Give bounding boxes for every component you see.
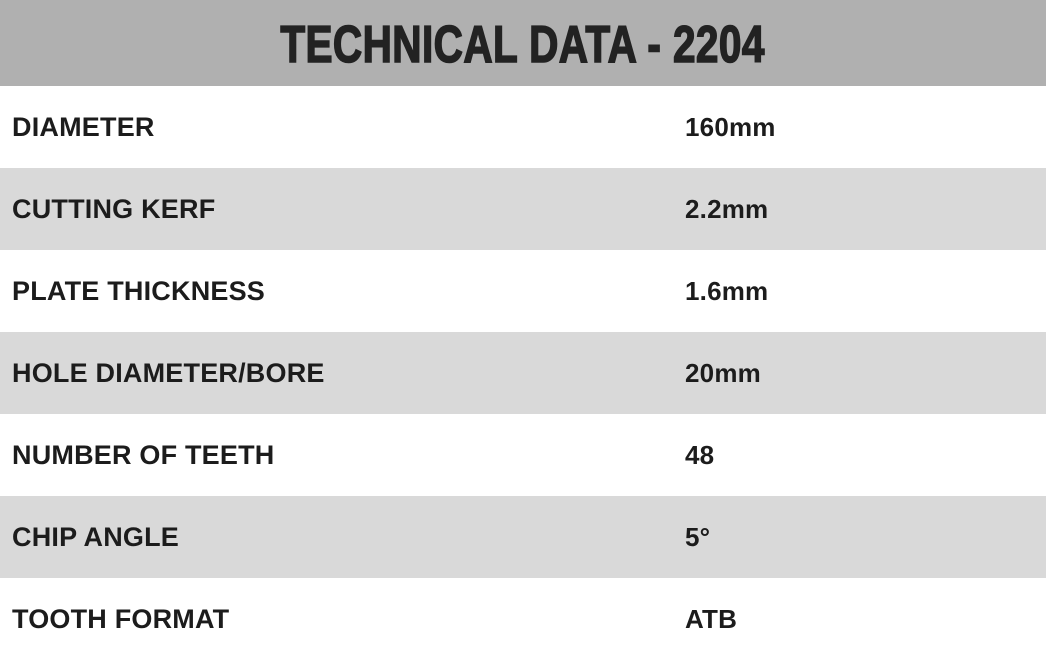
spec-label: NUMBER OF TEETH bbox=[12, 439, 275, 470]
spec-value: 5° bbox=[685, 522, 711, 552]
spec-value: 1.6mm bbox=[685, 276, 769, 306]
table-row: DIAMETER 160mm bbox=[0, 86, 1046, 168]
spec-table: DIAMETER 160mm CUTTING KERF 2.2mm PLATE … bbox=[0, 86, 1046, 660]
spec-value: ATB bbox=[685, 604, 738, 634]
spec-value: 160mm bbox=[685, 112, 776, 142]
spec-label: CHIP ANGLE bbox=[12, 521, 180, 552]
spec-label: DIAMETER bbox=[12, 111, 155, 142]
spec-value: 20mm bbox=[685, 358, 761, 388]
table-row: HOLE DIAMETER/BORE 20mm bbox=[0, 332, 1046, 414]
spec-label: PLATE THICKNESS bbox=[12, 275, 266, 306]
spec-label: HOLE DIAMETER/BORE bbox=[12, 357, 325, 388]
spec-value: 48 bbox=[685, 440, 715, 470]
spec-label: CUTTING KERF bbox=[12, 193, 216, 224]
table-row: TOOTH FORMAT ATB bbox=[0, 578, 1046, 660]
table-row: NUMBER OF TEETH 48 bbox=[0, 414, 1046, 496]
table-row: CHIP ANGLE 5° bbox=[0, 496, 1046, 578]
spec-value: 2.2mm bbox=[685, 194, 769, 224]
sheet-header: TECHNICAL DATA - 2204 bbox=[0, 0, 1046, 86]
spec-label: TOOTH FORMAT bbox=[12, 603, 230, 634]
table-row: PLATE THICKNESS 1.6mm bbox=[0, 250, 1046, 332]
page-title: TECHNICAL DATA - 2204 bbox=[280, 16, 766, 74]
table-row: CUTTING KERF 2.2mm bbox=[0, 168, 1046, 250]
